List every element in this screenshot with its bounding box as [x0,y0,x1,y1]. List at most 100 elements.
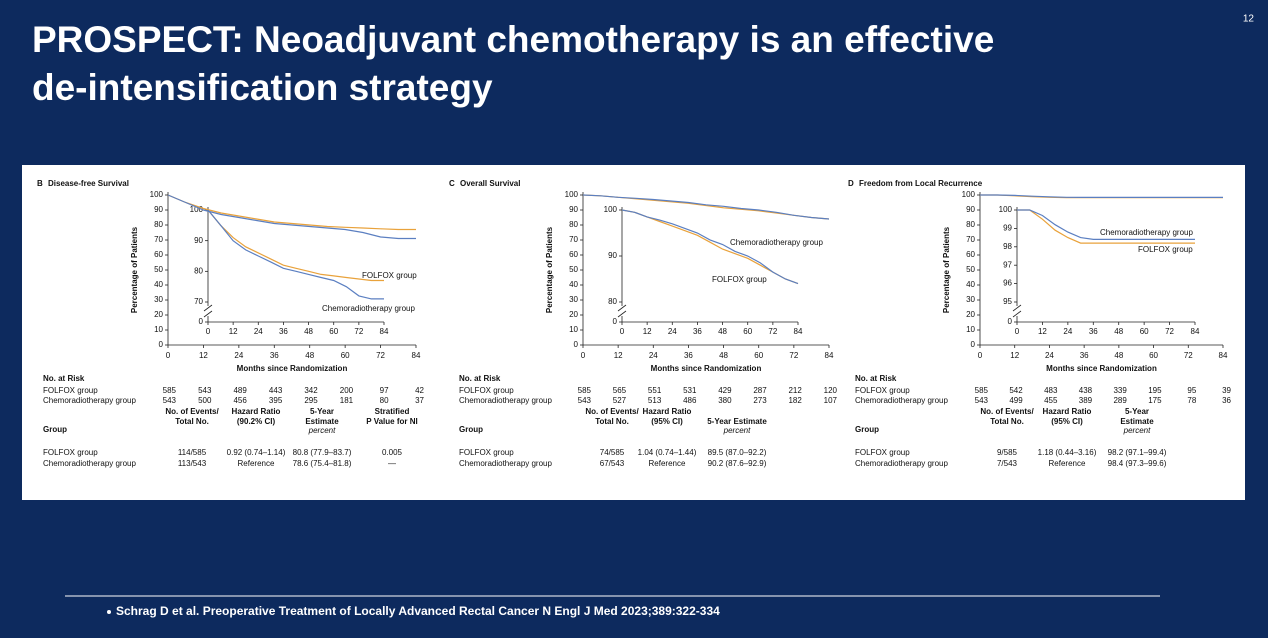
y-tick-label: 70 [154,235,163,244]
inset-x-tick-label: 36 [279,327,288,336]
inset-x-tick-label: 60 [1140,327,1149,336]
inset-y-tick-label: 95 [1003,297,1012,306]
risk-row-label: Chemoradiotherapy group [43,396,136,405]
table-header: (95% CI) [651,417,683,426]
curve-label: Chemoradiotherapy group [1100,228,1193,237]
inset-x-tick-label: 12 [229,327,238,336]
table-row-label: Chemoradiotherapy group [459,459,552,468]
table-cell: 9/585 [997,448,1018,457]
inset-survival-curve [1017,209,1195,240]
inset-x-tick-label: 72 [768,327,777,336]
y-tick-label: 40 [966,280,975,289]
risk-count: 443 [269,386,283,395]
x-tick-label: 72 [789,351,798,360]
inset-x-tick-label: 12 [643,327,652,336]
table-header: Group [459,425,483,434]
x-axis-label: Months since Randomization [1046,364,1157,373]
risk-row-label: Chemoradiotherapy group [459,396,552,405]
curve-label: FOLFOX group [362,271,417,280]
panel-label: D [848,179,854,188]
y-axis-label: Percentage of Patients [130,226,139,313]
y-tick-label: 20 [569,310,578,319]
slide-number: 12 [1243,14,1255,25]
inset-x-tick-label: 84 [1191,327,1200,336]
table-cell: Reference [1049,459,1086,468]
y-tick-label: 10 [966,325,975,334]
table-cell: 80.8 (77.9–83.7) [293,448,352,457]
table-header: 5-Year Estimate [707,417,767,426]
x-tick-label: 84 [825,351,834,360]
table-header: Total No. [175,417,209,426]
y-axis-label: Percentage of Patients [942,226,951,313]
risk-count: 565 [613,386,627,395]
table-header: Stratified [375,407,410,416]
table-cell: — [388,459,396,468]
y-tick-label: 10 [154,325,163,334]
risk-count: 543 [975,396,989,405]
table-cell: 98.2 (97.1–99.4) [1108,448,1167,457]
risk-count: 499 [1009,396,1023,405]
table-header: 5-Year [310,407,334,416]
risk-count: 37 [415,396,424,405]
table-subheader: percent [1123,426,1151,435]
risk-count: 78 [1187,396,1196,405]
y-tick-label: 40 [569,280,578,289]
risk-count: 380 [718,396,732,405]
inset-x-tick-label: 0 [206,327,211,336]
risk-row-label: FOLFOX group [459,386,514,395]
table-cell: 67/543 [600,459,625,468]
table-subheader: percent [723,426,751,435]
inset-x-tick-label: 0 [1015,327,1020,336]
inset-y-tick-label: 0 [613,317,618,326]
y-tick-label: 10 [569,325,578,334]
risk-count: 195 [1148,386,1162,395]
survival-curve [167,194,416,231]
footnote: Schrag D et al. Preoperative Treatment o… [116,604,720,618]
table-cell: 113/543 [178,459,207,468]
risk-count: 500 [198,396,212,405]
inset-survival-curve [1017,209,1195,244]
x-axis-label: Months since Randomization [651,364,762,373]
table-header: Hazard Ratio [1043,407,1092,416]
risk-table-title: No. at Risk [43,374,85,383]
x-tick-label: 84 [412,351,421,360]
y-tick-label: 100 [150,190,164,199]
panel-label: C [449,179,455,188]
inset-y-tick-label: 99 [1003,224,1012,233]
inset-y-tick-label: 100 [604,205,618,214]
curve-label: Chemoradiotherapy group [730,238,823,247]
risk-row-label: Chemoradiotherapy group [855,396,948,405]
risk-count: 542 [1009,386,1023,395]
inset-y-tick-label: 0 [1008,317,1013,326]
y-tick-label: 60 [966,250,975,259]
y-tick-label: 80 [966,220,975,229]
x-tick-label: 12 [614,351,623,360]
x-tick-label: 0 [166,351,171,360]
axis-break [203,304,213,312]
risk-count: 513 [648,396,662,405]
risk-count: 120 [824,386,838,395]
table-cell: Reference [238,459,275,468]
risk-count: 531 [683,386,697,395]
x-tick-label: 60 [1149,351,1158,360]
x-tick-label: 48 [1114,351,1123,360]
inset-y-tick-label: 98 [1003,242,1012,251]
inset-x-tick-label: 12 [1038,327,1047,336]
inset-survival-curve [207,209,384,300]
bullet [107,610,111,614]
table-header: (95% CI) [1051,417,1083,426]
risk-count: 97 [380,386,389,395]
risk-count: 483 [1044,386,1058,395]
risk-count: 585 [578,386,592,395]
x-tick-label: 84 [1219,351,1228,360]
x-tick-label: 36 [270,351,279,360]
table-row-label: FOLFOX group [459,448,514,457]
risk-table-title: No. at Risk [459,374,501,383]
x-tick-label: 72 [376,351,385,360]
risk-count: 181 [340,396,354,405]
risk-count: 527 [613,396,627,405]
risk-row-label: FOLFOX group [43,386,98,395]
risk-count: 287 [753,386,767,395]
table-cell: 7/543 [997,459,1018,468]
